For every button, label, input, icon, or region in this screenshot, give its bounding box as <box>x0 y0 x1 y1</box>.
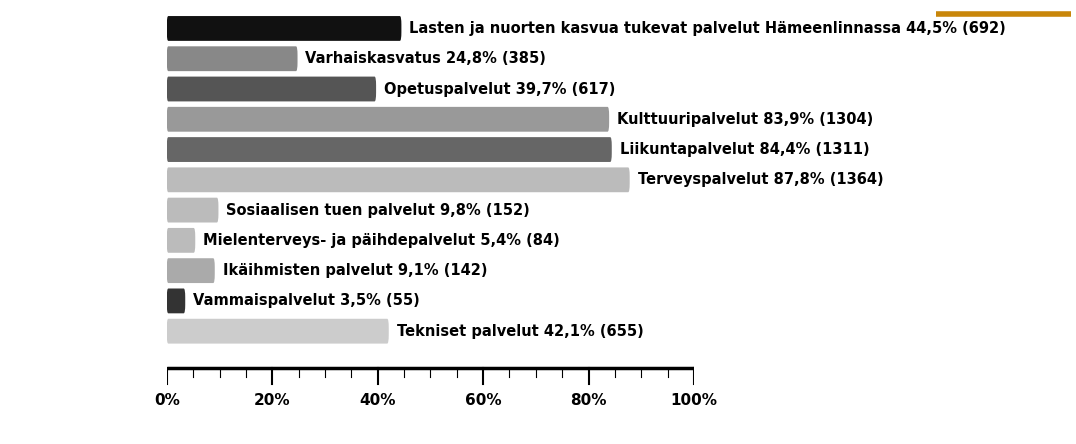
Text: Kulttuuripalvelut 83,9% (1304): Kulttuuripalvelut 83,9% (1304) <box>617 112 874 127</box>
Text: Liikuntapalvelut 84,4% (1311): Liikuntapalvelut 84,4% (1311) <box>620 142 869 157</box>
Text: 100%: 100% <box>670 393 718 408</box>
FancyBboxPatch shape <box>167 137 612 162</box>
Text: Ikäihmisten palvelut 9,1% (142): Ikäihmisten palvelut 9,1% (142) <box>223 263 487 278</box>
Text: Mielenterveys- ja päihdepalvelut 5,4% (84): Mielenterveys- ja päihdepalvelut 5,4% (8… <box>203 233 560 248</box>
Text: 40%: 40% <box>359 393 396 408</box>
Text: Tekniset palvelut 42,1% (655): Tekniset palvelut 42,1% (655) <box>397 324 643 339</box>
FancyBboxPatch shape <box>167 46 298 71</box>
Text: Terveyspalvelut 87,8% (1364): Terveyspalvelut 87,8% (1364) <box>638 172 883 187</box>
Text: 20%: 20% <box>254 393 291 408</box>
Text: Varhaiskasvatus 24,8% (385): Varhaiskasvatus 24,8% (385) <box>306 51 547 66</box>
FancyBboxPatch shape <box>167 198 218 222</box>
Text: Opetuspalvelut 39,7% (617): Opetuspalvelut 39,7% (617) <box>384 82 615 96</box>
Text: 60%: 60% <box>465 393 501 408</box>
Text: 80%: 80% <box>570 393 607 408</box>
FancyBboxPatch shape <box>167 16 401 41</box>
FancyBboxPatch shape <box>167 167 629 192</box>
FancyBboxPatch shape <box>167 289 185 313</box>
Text: Lasten ja nuorten kasvua tukevat palvelut Hämeenlinnassa 44,5% (692): Lasten ja nuorten kasvua tukevat palvelu… <box>409 21 1006 36</box>
FancyBboxPatch shape <box>167 319 388 344</box>
Text: Sosiaalisen tuen palvelut 9,8% (152): Sosiaalisen tuen palvelut 9,8% (152) <box>226 202 530 218</box>
FancyBboxPatch shape <box>167 107 609 132</box>
FancyBboxPatch shape <box>167 76 377 101</box>
FancyBboxPatch shape <box>167 258 215 283</box>
Text: 0%: 0% <box>154 393 180 408</box>
FancyBboxPatch shape <box>167 228 195 253</box>
Text: Vammaispalvelut 3,5% (55): Vammaispalvelut 3,5% (55) <box>194 293 420 309</box>
